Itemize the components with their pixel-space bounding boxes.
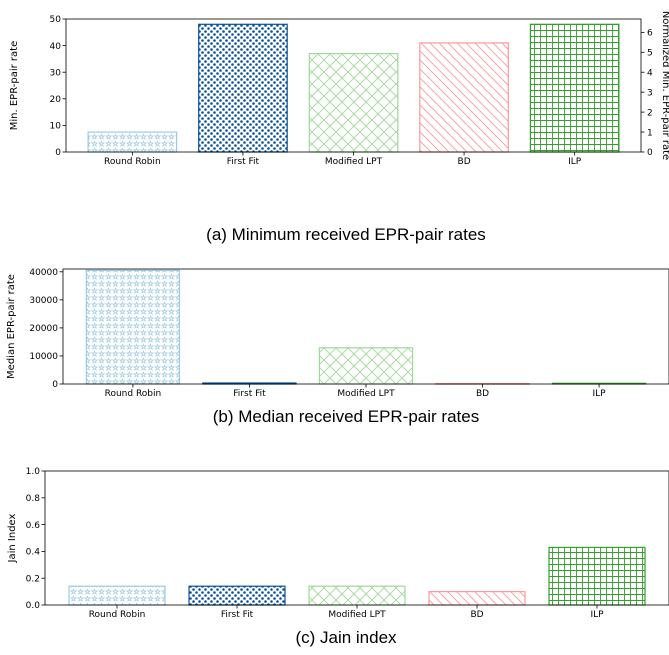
x-tick-label: First Fit (233, 389, 266, 399)
y2-axis-label: Normalized Min. EPR-pair rate (660, 11, 669, 160)
y2-tick-label: 2 (647, 108, 653, 118)
chart-panel-c: 0.0 0.2 0.4 0.6 0.8 1.0 Round Robin First Fit Mo… (7, 467, 669, 647)
x-tick-label: Modified LPT (337, 389, 395, 399)
bar-ilp (548, 546, 646, 606)
x-tick-label: ILP (590, 610, 604, 620)
y-tick-label: 20 (50, 95, 62, 105)
x-tick-label: BD (458, 157, 471, 167)
y2-tick-label: 0 (647, 148, 653, 158)
y2-tick-label: 6 (647, 29, 653, 39)
y-tick-label: 30000 (29, 296, 58, 306)
bar-bd (419, 42, 509, 153)
y-tick-label: 20000 (29, 324, 58, 334)
panel-caption: (a) Minimum received EPR-pair rates (206, 225, 486, 244)
x-tick-label: BD (470, 610, 483, 620)
bar-first-fit (188, 585, 286, 606)
y-tick-label: 0.2 (26, 574, 40, 584)
y-tick-label: 10000 (29, 352, 58, 362)
bar-modified-lpt (318, 347, 414, 385)
x-tick-label: ILP (568, 157, 582, 167)
bar-ilp (529, 23, 620, 153)
y2-tick-label: 1 (647, 128, 653, 138)
bar-first-fit (198, 23, 288, 153)
y2-tick-label: 5 (647, 48, 653, 58)
y2-tick-label: 4 (647, 68, 653, 78)
y-tick-label: 10 (50, 122, 62, 132)
y2-tick-label: 3 (647, 88, 653, 98)
y-tick-label: 0.6 (26, 521, 41, 531)
x-tick-label: Modified LPT (325, 157, 383, 167)
x-tick-label: Round Robin (104, 157, 161, 167)
x-tick-label: Modified LPT (328, 610, 386, 620)
y-tick-label: 0 (52, 380, 58, 390)
x-tick-label: BD (476, 389, 489, 399)
bar-round-robin (87, 131, 178, 153)
y-axis-label: Median EPR-pair rate (6, 274, 17, 379)
y-axis-label: Min. EPR-pair rate (9, 41, 20, 130)
y-tick-label: 30 (50, 68, 62, 78)
x-tick-label: Round Robin (89, 610, 146, 620)
bar-round-robin (68, 585, 166, 606)
y-tick-label: 40 (50, 42, 62, 52)
y-tick-label: 40000 (29, 268, 58, 278)
x-tick-label: First Fit (221, 610, 254, 620)
y-tick-label: 1.0 (26, 467, 41, 477)
x-tick-label: First Fit (227, 157, 260, 167)
y-axis-label: Jain Index (7, 513, 18, 563)
bar-modified-lpt (308, 585, 406, 606)
chart-panel-b: 0 10000 20000 30000 40000 Round Robin First Fi… (6, 268, 669, 426)
bar-bd (428, 590, 526, 606)
y-tick-label: 0.8 (26, 494, 41, 504)
x-tick-label: ILP (593, 389, 607, 399)
bar-round-robin (85, 269, 181, 385)
y-tick-label: 0.0 (26, 601, 41, 611)
panel-caption: (c) Jain index (295, 628, 397, 647)
y-tick-label: 0 (55, 148, 61, 158)
x-tick-label: Round Robin (105, 389, 162, 399)
y-tick-label: 50 (50, 15, 62, 25)
panel-caption: (b) Median received EPR-pair rates (213, 407, 479, 426)
bar-modified-lpt (308, 52, 399, 153)
y-tick-label: 0.4 (26, 548, 41, 558)
